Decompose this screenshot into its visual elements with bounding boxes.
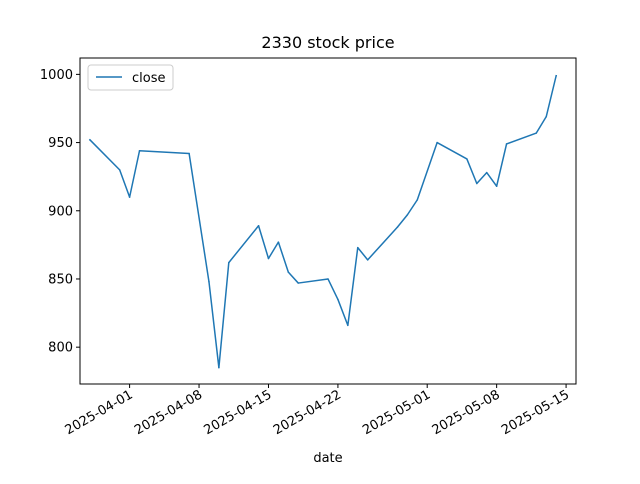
- data-point: [485, 171, 488, 174]
- data-point: [396, 226, 399, 228]
- data-point: [267, 257, 270, 260]
- legend-label-close: close: [132, 71, 165, 86]
- x-axis-label: date: [313, 451, 342, 466]
- data-point: [118, 169, 121, 171]
- data-point: [327, 278, 329, 280]
- data-point: [257, 225, 260, 227]
- data-point: [277, 241, 280, 243]
- data-point: [505, 143, 508, 145]
- data-point: [89, 139, 91, 141]
- data-point: [347, 324, 349, 327]
- data-point: [466, 158, 468, 160]
- data-point: [188, 152, 190, 155]
- legend: close: [87, 64, 174, 91]
- data-point: [138, 150, 141, 152]
- y-tick-label: 1000: [40, 68, 73, 83]
- series-line-close: [88, 74, 558, 369]
- y-tick-label: 950: [48, 136, 73, 151]
- data-point: [208, 280, 210, 283]
- plot-frame: [79, 57, 577, 385]
- y-tick-label: 850: [48, 272, 73, 287]
- data-point: [545, 115, 547, 118]
- legend-frame: [87, 64, 174, 91]
- data-point: [128, 196, 131, 198]
- data-point: [287, 271, 290, 273]
- data-point: [416, 199, 419, 201]
- data-point: [555, 74, 557, 77]
- data-point: [535, 132, 538, 134]
- data-point: [366, 259, 369, 261]
- data-point: [357, 246, 359, 249]
- chart-title: 2330 stock price: [261, 33, 394, 52]
- data-point: [297, 282, 299, 284]
- y-tick-label: 800: [48, 341, 73, 356]
- data-point: [495, 185, 498, 187]
- data-point: [436, 141, 438, 144]
- data-point: [337, 298, 339, 301]
- data-point: [228, 261, 230, 264]
- data-point: [476, 182, 478, 185]
- data-point: [218, 366, 220, 369]
- y-tick-label: 900: [48, 204, 73, 219]
- data-point: [406, 214, 409, 216]
